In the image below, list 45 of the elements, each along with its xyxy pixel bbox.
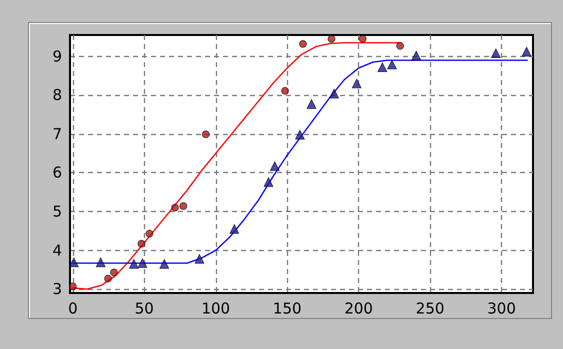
- point: [306, 99, 316, 109]
- point: [396, 42, 404, 50]
- point: [129, 259, 139, 269]
- point: [387, 60, 397, 70]
- point: [160, 259, 170, 269]
- point: [329, 88, 339, 98]
- point: [110, 268, 118, 276]
- point: [180, 202, 188, 210]
- y-tick-label: 4: [52, 241, 62, 260]
- point: [352, 78, 362, 88]
- y-tick-label: 5: [52, 202, 62, 221]
- point: [299, 40, 307, 48]
- point: [281, 87, 289, 95]
- point: [69, 282, 77, 290]
- point: [411, 50, 422, 60]
- point: [264, 177, 274, 187]
- point: [104, 274, 112, 282]
- point: [96, 258, 106, 268]
- x-tick-label: 100: [201, 300, 230, 318]
- point: [230, 224, 240, 234]
- point: [491, 48, 501, 58]
- point: [358, 35, 366, 43]
- point: [522, 46, 532, 56]
- y-tick-label: 9: [52, 47, 62, 66]
- y-tick-label: 6: [52, 164, 62, 182]
- point: [270, 161, 280, 171]
- point: [378, 62, 388, 72]
- y-tick-label: 7: [52, 124, 62, 143]
- point: [146, 230, 154, 238]
- x-tick-label: 250: [416, 300, 444, 318]
- point: [202, 130, 210, 138]
- point: [328, 35, 336, 43]
- x-tick-label: 150: [272, 300, 302, 318]
- point: [194, 254, 204, 264]
- point: [171, 204, 179, 212]
- y-tick-label: 3: [52, 280, 62, 298]
- x-tick-label: 50: [134, 300, 154, 318]
- point: [69, 258, 79, 268]
- point: [138, 240, 146, 248]
- x-tick-label: 0: [68, 300, 78, 318]
- y-tick-label: 8: [52, 86, 62, 104]
- x-tick-label: 300: [487, 300, 516, 318]
- x-tick-label: 200: [344, 300, 373, 318]
- point: [138, 258, 148, 268]
- point: [295, 130, 305, 140]
